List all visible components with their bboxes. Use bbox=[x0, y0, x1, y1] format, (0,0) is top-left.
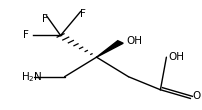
Text: OH: OH bbox=[126, 36, 142, 46]
Text: O: O bbox=[191, 91, 200, 101]
Text: F: F bbox=[79, 9, 85, 19]
Text: H$_2$N: H$_2$N bbox=[21, 70, 42, 84]
Text: OH: OH bbox=[168, 52, 183, 62]
Text: F: F bbox=[41, 14, 47, 24]
Polygon shape bbox=[96, 41, 123, 57]
Text: F: F bbox=[23, 30, 28, 40]
